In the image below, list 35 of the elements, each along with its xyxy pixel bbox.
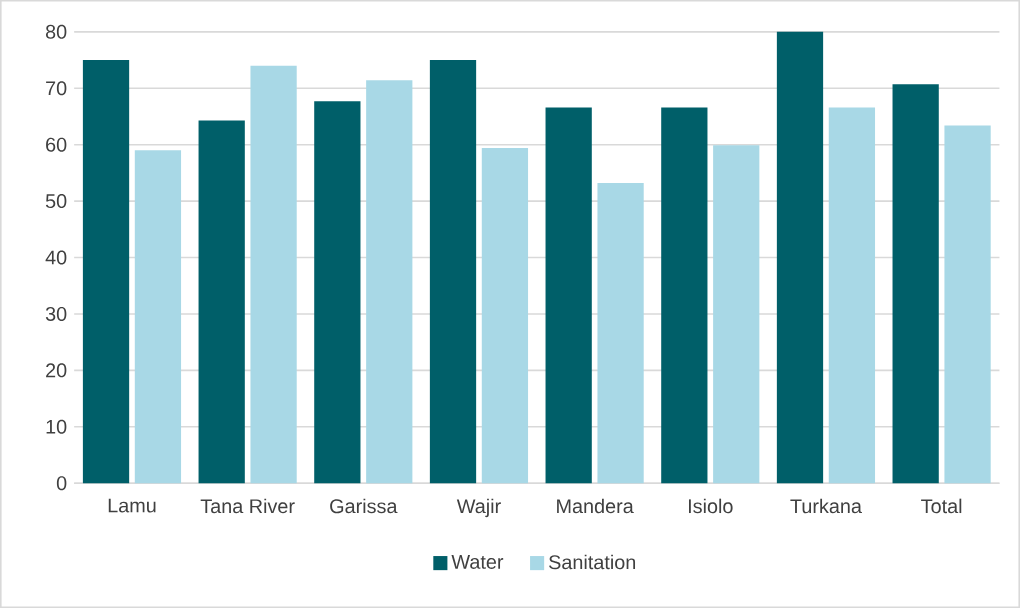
y-tick-label: 20 [46,363,67,378]
bar [198,120,245,484]
bar [713,145,760,484]
legend-label: Sanitation [549,554,636,570]
bar [82,60,130,484]
y-tick-label: 70 [46,81,67,96]
bar [892,84,939,484]
bar [250,65,297,484]
x-tick-label: Lamu [108,498,156,513]
bar [776,31,824,484]
y-tick-label: 30 [45,306,67,321]
x-tick-label: Turkana [790,498,862,514]
x-tick-label: Total [921,498,962,514]
bar [134,150,182,484]
bar [481,148,529,484]
bar [597,182,644,484]
y-tick-label: 50 [45,194,67,209]
bar [545,107,592,484]
y-tick-label: 10 [46,419,67,434]
x-tick-label: Tana River [200,498,295,514]
x-tick-label: Garissa [330,498,398,514]
bar [944,125,991,484]
y-tick-label: 0 [56,476,67,491]
bar [828,107,876,484]
y-tick-label: 60 [46,137,67,152]
bar [366,80,413,484]
y-tick-label: 40 [45,250,67,265]
bar [429,60,477,484]
bar [661,107,708,484]
y-tick-label: 80 [45,24,67,39]
x-tick-label: Mandera [557,498,634,514]
bar [314,101,361,484]
legend-label: Water [451,555,504,569]
x-tick-label: Wajir [456,498,501,518]
x-tick-label: Isiolo [688,498,733,514]
